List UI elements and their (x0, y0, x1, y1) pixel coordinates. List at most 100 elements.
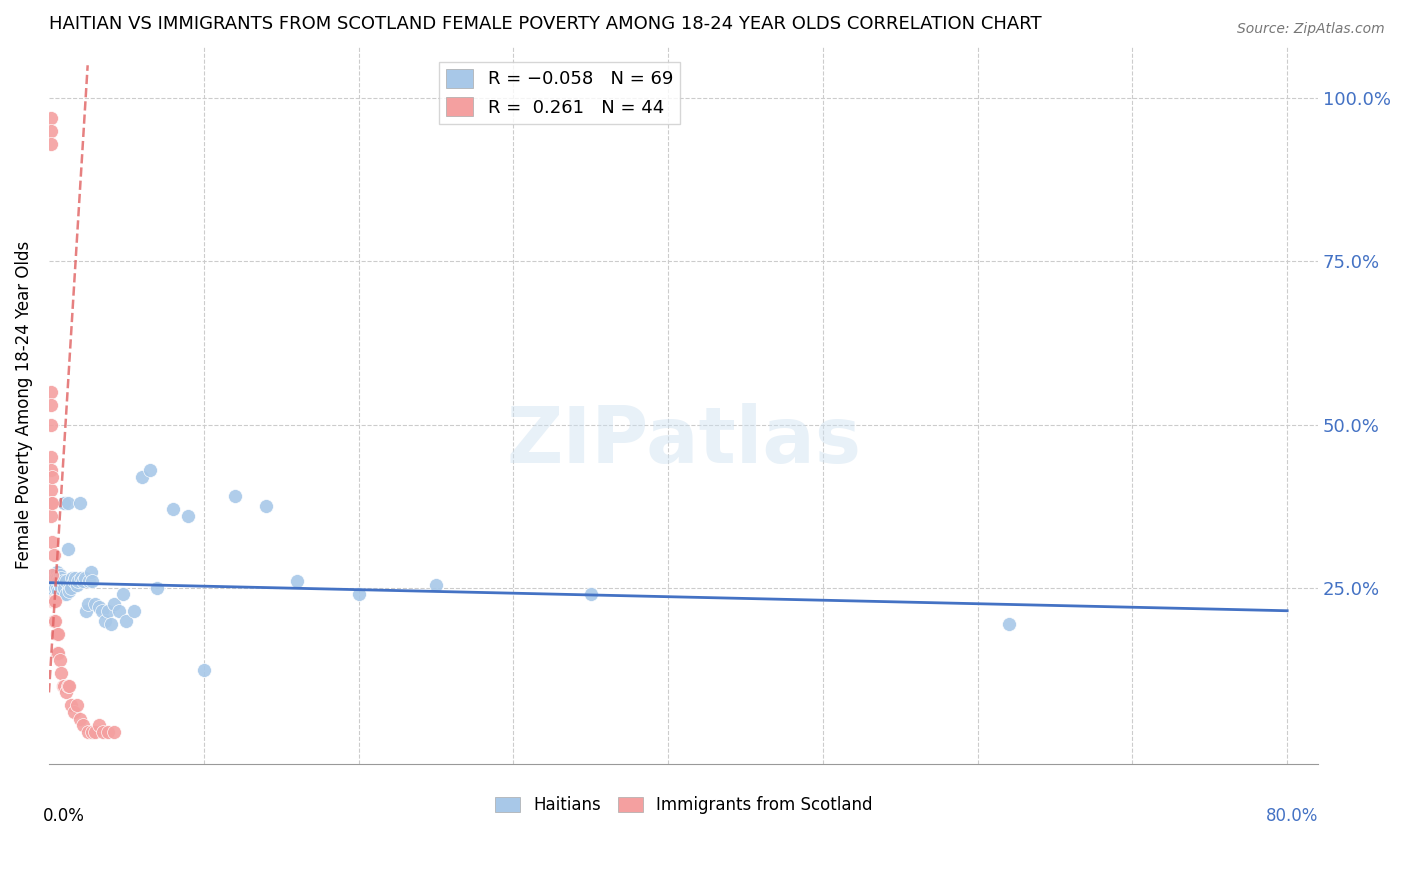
Point (39, 123, 62, 137)
Point (82, 724, 104, 739)
Point (87, 600, 110, 615)
Point (146, 581, 169, 595)
Point (59, 581, 82, 595)
Point (39, 136, 62, 151)
Point (55, 587, 77, 601)
Point (112, 587, 135, 601)
Legend: R = −0.058   N = 69, R =  0.261   N = 44: R = −0.058 N = 69, R = 0.261 N = 44 (439, 62, 681, 124)
Point (39, 417, 62, 432)
Point (44, 614, 66, 628)
Point (66, 698, 89, 713)
Point (56, 541, 79, 556)
Point (39, 384, 62, 399)
Point (39, 483, 62, 497)
Point (49, 567, 72, 582)
Point (41, 470, 63, 484)
Point (67, 574, 90, 589)
Point (51, 571, 73, 585)
Point (42, 614, 65, 628)
Text: Source: ZipAtlas.com: Source: ZipAtlas.com (1237, 22, 1385, 37)
Point (58, 581, 80, 595)
Point (39, 574, 62, 589)
Point (46, 646, 69, 660)
Point (55, 574, 77, 589)
Point (60, 571, 83, 585)
Point (41, 587, 63, 601)
Point (91, 724, 114, 739)
Point (53, 679, 76, 693)
Y-axis label: Female Poverty Among 18-24 Year Olds: Female Poverty Among 18-24 Year Olds (15, 241, 32, 569)
Point (347, 587, 370, 601)
Point (42, 548, 65, 562)
Text: ZIPatlas: ZIPatlas (506, 403, 860, 479)
Point (103, 597, 125, 611)
Point (44, 571, 66, 585)
Point (46, 584, 69, 599)
Point (52, 679, 75, 693)
Text: 80.0%: 80.0% (1265, 807, 1319, 825)
Point (93, 614, 115, 628)
Point (75, 604, 97, 618)
Point (44, 594, 66, 608)
Point (39, 496, 62, 510)
Point (76, 724, 98, 739)
Point (49, 577, 72, 591)
Point (84, 724, 107, 739)
Text: HAITIAN VS IMMIGRANTS FROM SCOTLAND FEMALE POVERTY AMONG 18-24 YEAR OLDS CORRELA: HAITIAN VS IMMIGRANTS FROM SCOTLAND FEMA… (49, 15, 1042, 33)
Point (579, 587, 602, 601)
Point (122, 604, 145, 618)
Point (72, 718, 94, 732)
Point (52, 574, 75, 589)
Point (73, 571, 96, 585)
Point (44, 591, 66, 605)
Text: 0.0%: 0.0% (42, 807, 84, 825)
Point (97, 604, 120, 618)
Point (51, 665, 73, 680)
Point (39, 509, 62, 524)
Point (425, 577, 447, 591)
Point (39, 463, 62, 477)
Point (80, 565, 103, 579)
Point (51, 581, 73, 595)
Point (70, 571, 93, 585)
Point (56, 679, 79, 693)
Point (66, 577, 89, 591)
Point (45, 581, 67, 595)
Point (55, 685, 77, 699)
Point (45, 646, 67, 660)
Point (997, 616, 1019, 631)
Point (76, 597, 98, 611)
Point (69, 496, 91, 510)
Point (69, 712, 91, 726)
Point (52, 587, 75, 601)
Point (62, 705, 84, 719)
Point (107, 604, 129, 618)
Point (42, 594, 65, 608)
Point (39, 111, 62, 125)
Point (46, 626, 69, 640)
Point (39, 450, 62, 465)
Point (62, 574, 84, 589)
Point (49, 653, 72, 667)
Point (42, 577, 65, 591)
Point (53, 581, 76, 595)
Point (45, 565, 67, 579)
Point (162, 502, 184, 516)
Point (41, 594, 63, 608)
Point (103, 724, 125, 739)
Point (41, 567, 63, 582)
Point (100, 616, 122, 631)
Point (193, 663, 215, 677)
Point (44, 581, 66, 595)
Point (90, 604, 112, 618)
Point (58, 679, 80, 693)
Point (115, 614, 138, 628)
Point (59, 698, 82, 713)
Point (42, 594, 65, 608)
Point (138, 463, 160, 477)
Point (41, 581, 63, 595)
Point (41, 535, 63, 549)
Point (224, 490, 246, 504)
Point (65, 571, 87, 585)
Point (41, 496, 63, 510)
